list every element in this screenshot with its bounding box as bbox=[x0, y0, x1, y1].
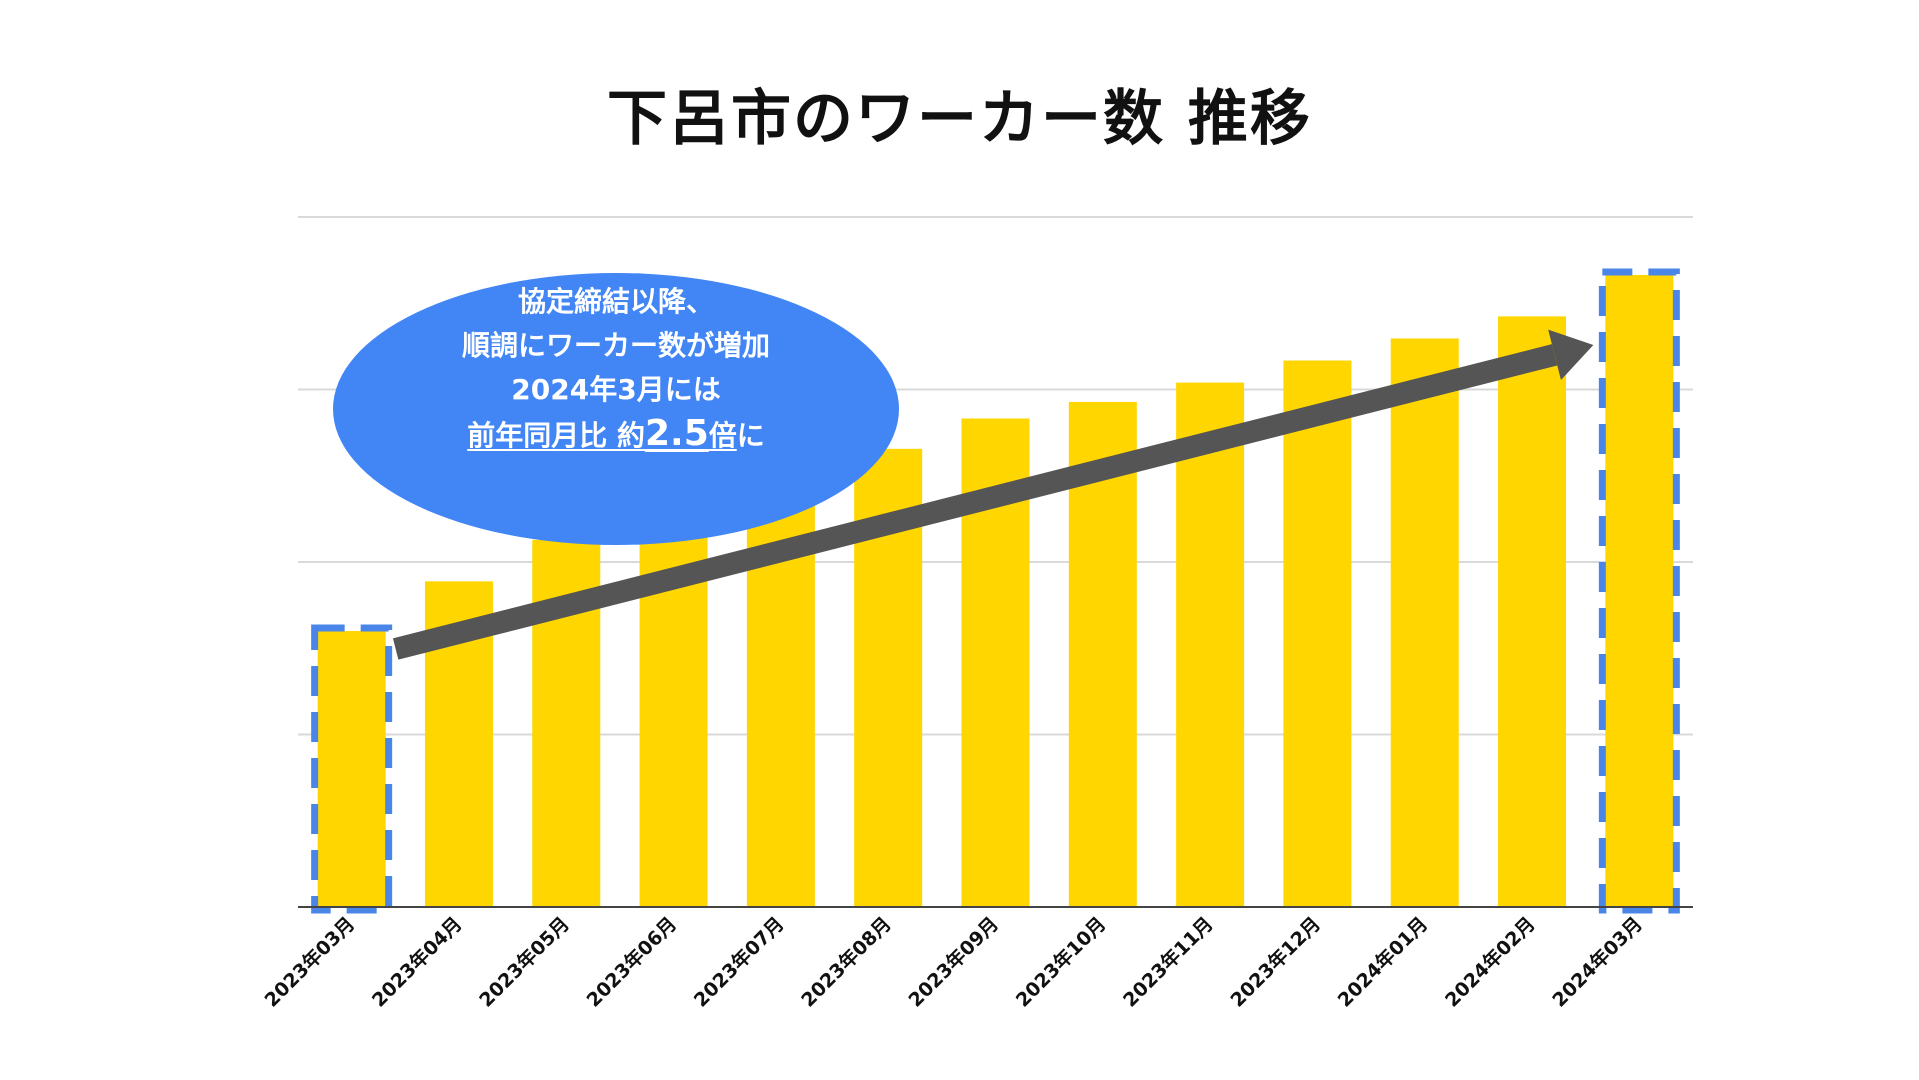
trend-arrow-shaft bbox=[392, 344, 1558, 660]
bar bbox=[1498, 316, 1567, 907]
callout-text: 協定締結以降、 順調にワーカー数が増加 2024年3月には 前年同月比 約2.5… bbox=[336, 280, 896, 458]
callout-line-3: 2024年3月には bbox=[511, 373, 721, 406]
callout-line-4: 前年同月比 約2.5倍に bbox=[336, 412, 896, 458]
x-tick-label: 2024年03月 bbox=[1548, 912, 1647, 1011]
trend-arrow-head bbox=[1548, 329, 1594, 381]
highlight-layer bbox=[311, 268, 1680, 914]
bar-highlight-frame bbox=[1598, 268, 1680, 914]
callout-ratio-prefix: 前年同月比 約 bbox=[467, 419, 645, 452]
x-tick-labels: 2023年03月 2023年04月 2023年05月 2023年06月 2023年07月… bbox=[260, 912, 1647, 1011]
bar bbox=[1605, 274, 1674, 908]
callout-ratio-value: 2.5 bbox=[644, 413, 709, 454]
bar bbox=[317, 631, 386, 907]
callout-line-2: 順調にワーカー数が増加 bbox=[461, 329, 770, 362]
x-tick-label: 2024年01月 bbox=[1333, 912, 1432, 1011]
x-tick-label: 2023年07月 bbox=[689, 912, 788, 1011]
callout-ratio-suffix: に bbox=[736, 419, 765, 452]
trend-arrow bbox=[392, 329, 1594, 660]
callout-line-1: 協定締結以降、 bbox=[517, 285, 714, 318]
bar bbox=[1390, 338, 1459, 907]
x-tick-label: 2023年05月 bbox=[475, 912, 574, 1011]
x-tick-label: 2024年02月 bbox=[1440, 912, 1539, 1011]
chart-title: 下呂市のワーカー数 推移 bbox=[607, 84, 1312, 154]
x-tick-label: 2023年09月 bbox=[904, 912, 1003, 1011]
x-tick-label: 2023年06月 bbox=[582, 912, 681, 1011]
bar bbox=[1176, 382, 1245, 908]
x-tick-label: 2023年04月 bbox=[367, 912, 466, 1011]
x-tick-label: 2023年08月 bbox=[797, 912, 896, 1011]
bar bbox=[1283, 360, 1352, 907]
bar-highlight-frame bbox=[311, 624, 393, 914]
callout-bubble bbox=[333, 273, 899, 545]
callout-ratio-unit: 倍 bbox=[708, 419, 737, 452]
x-tick-label: 2023年10月 bbox=[1011, 912, 1110, 1011]
x-tick-label: 2023年03月 bbox=[260, 912, 359, 1011]
x-tick-label: 2023年12月 bbox=[1226, 912, 1325, 1011]
x-tick-label: 2023年11月 bbox=[1118, 912, 1217, 1011]
